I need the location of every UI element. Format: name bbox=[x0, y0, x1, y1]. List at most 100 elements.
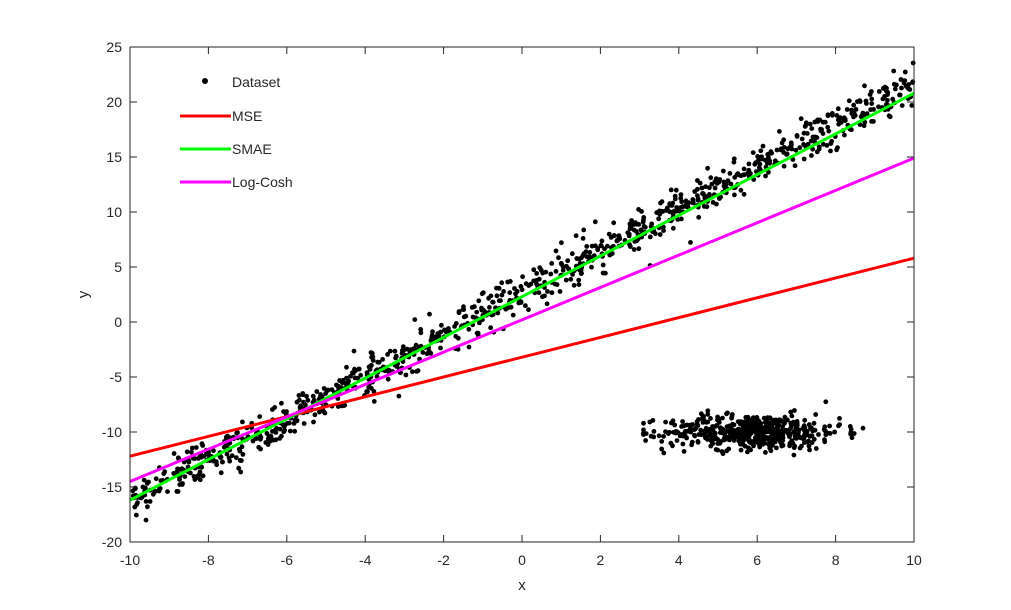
data-point bbox=[470, 314, 476, 320]
data-point bbox=[674, 208, 679, 214]
legend-marker-dataset bbox=[202, 78, 208, 84]
data-point bbox=[557, 289, 563, 294]
data-point bbox=[695, 196, 701, 202]
data-point bbox=[651, 434, 657, 440]
data-point bbox=[200, 473, 206, 479]
data-point bbox=[876, 104, 881, 110]
data-point bbox=[712, 432, 718, 437]
data-point bbox=[819, 127, 824, 132]
data-point bbox=[739, 427, 745, 433]
data-point bbox=[631, 227, 637, 233]
data-point bbox=[174, 469, 180, 475]
data-point bbox=[599, 243, 604, 249]
data-point bbox=[351, 348, 357, 354]
series-line-smae bbox=[129, 91, 915, 502]
data-point bbox=[778, 440, 784, 446]
data-point bbox=[691, 427, 697, 432]
data-point bbox=[544, 301, 550, 307]
data-point bbox=[466, 326, 472, 332]
data-point bbox=[418, 330, 424, 336]
data-point bbox=[712, 185, 718, 191]
data-point bbox=[762, 428, 767, 434]
data-point bbox=[714, 201, 719, 207]
data-point bbox=[281, 409, 286, 414]
data-point bbox=[797, 145, 803, 151]
data-point bbox=[350, 370, 355, 375]
data-point bbox=[792, 408, 797, 413]
data-point bbox=[679, 199, 685, 205]
data-point bbox=[860, 110, 866, 116]
series-line-mse bbox=[129, 256, 915, 458]
data-point bbox=[305, 397, 311, 403]
data-point bbox=[811, 420, 817, 426]
data-point bbox=[238, 469, 244, 475]
legend-label-dataset: Dataset bbox=[232, 74, 280, 90]
data-point bbox=[571, 282, 577, 288]
data-point bbox=[523, 303, 528, 309]
data-point bbox=[898, 77, 904, 82]
data-point bbox=[844, 107, 850, 112]
data-point bbox=[869, 101, 875, 106]
data-point bbox=[439, 322, 444, 328]
data-point bbox=[250, 438, 256, 444]
data-point bbox=[570, 272, 575, 277]
data-point bbox=[200, 443, 206, 448]
data-point bbox=[862, 83, 867, 89]
data-point bbox=[766, 169, 771, 175]
data-point bbox=[706, 428, 711, 434]
data-point bbox=[718, 439, 724, 444]
data-point bbox=[751, 420, 756, 426]
data-point bbox=[135, 500, 140, 506]
data-point bbox=[141, 477, 147, 483]
data-point bbox=[145, 504, 150, 510]
data-point bbox=[743, 415, 749, 420]
data-point bbox=[296, 393, 302, 398]
data-point bbox=[829, 111, 835, 116]
data-point bbox=[737, 421, 743, 427]
data-point bbox=[626, 233, 632, 239]
data-point bbox=[507, 290, 513, 295]
data-point bbox=[692, 189, 698, 194]
fit-lines bbox=[129, 91, 915, 502]
data-point bbox=[679, 432, 685, 438]
data-point bbox=[728, 181, 734, 187]
data-point bbox=[663, 208, 669, 213]
data-point bbox=[793, 426, 798, 432]
data-point bbox=[411, 346, 417, 351]
data-point bbox=[807, 121, 813, 127]
data-point bbox=[301, 399, 306, 405]
data-point bbox=[642, 224, 648, 230]
data-point bbox=[234, 455, 239, 460]
data-point bbox=[827, 431, 833, 436]
data-point bbox=[767, 445, 773, 451]
data-point bbox=[701, 418, 707, 423]
data-point bbox=[809, 153, 814, 158]
data-point bbox=[224, 451, 230, 457]
data-point bbox=[236, 465, 242, 471]
data-point bbox=[531, 267, 537, 273]
data-point bbox=[563, 277, 569, 283]
data-point bbox=[553, 248, 559, 254]
data-point bbox=[817, 117, 823, 123]
data-point bbox=[531, 278, 537, 284]
data-point bbox=[783, 427, 789, 433]
data-point bbox=[780, 424, 786, 429]
data-point bbox=[314, 389, 320, 394]
data-point bbox=[769, 430, 775, 436]
data-point bbox=[782, 418, 788, 424]
data-point bbox=[729, 412, 735, 417]
x-axis-label: x bbox=[518, 577, 526, 594]
data-point bbox=[745, 449, 750, 455]
data-point bbox=[785, 146, 791, 152]
data-point bbox=[848, 431, 853, 437]
data-point bbox=[291, 421, 297, 426]
data-point bbox=[591, 253, 597, 259]
data-point bbox=[732, 428, 737, 433]
data-point bbox=[269, 429, 275, 434]
data-point bbox=[636, 246, 642, 252]
data-point bbox=[476, 298, 482, 304]
data-point bbox=[816, 144, 822, 150]
data-point bbox=[651, 429, 657, 434]
data-point bbox=[174, 489, 180, 494]
data-point bbox=[710, 441, 715, 447]
